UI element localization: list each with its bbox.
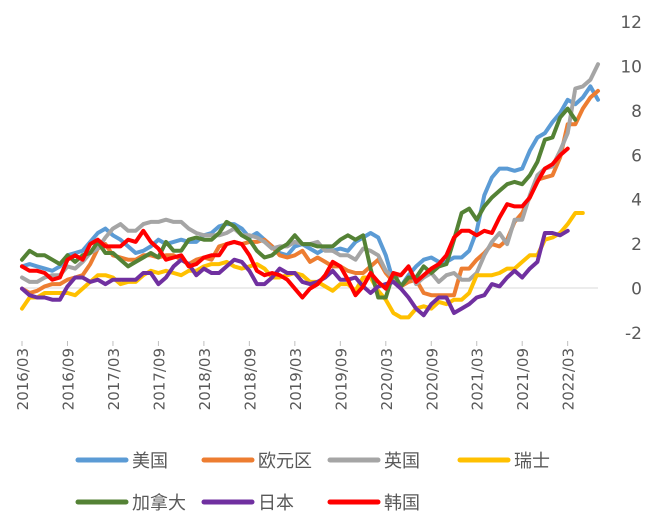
x-tick-label: 2018/03 xyxy=(196,348,214,410)
y-axis-labels: -2 0 2 4 6 8 10 12 xyxy=(620,13,642,344)
x-tick-label: 2019/03 xyxy=(287,348,305,410)
series-line-韩国 xyxy=(20,146,570,300)
x-tick-label: 2016/09 xyxy=(59,348,77,410)
legend-label: 加拿大 xyxy=(132,492,186,514)
x-tick-label: 2021/09 xyxy=(514,348,532,410)
legend-label: 瑞士 xyxy=(514,451,550,472)
legend-label: 英国 xyxy=(384,451,420,472)
legend-item-加拿大: 加拿大 xyxy=(75,492,186,514)
x-axis-ticks xyxy=(21,341,569,346)
x-tick-label: 2020/09 xyxy=(423,348,441,410)
plot-series xyxy=(20,62,600,320)
y-tick-label: 2 xyxy=(631,235,642,255)
x-tick-label: 2018/09 xyxy=(241,348,259,410)
series-line-美国 xyxy=(20,84,600,289)
legend-label: 欧元区 xyxy=(258,451,312,472)
x-tick-label: 2017/03 xyxy=(105,348,123,410)
legend-item-美国: 美国 xyxy=(75,451,168,472)
x-tick-label: 2017/09 xyxy=(150,348,168,410)
series-line-欧元区 xyxy=(20,88,600,298)
legend-item-韩国: 韩国 xyxy=(327,493,420,514)
y-tick-label: 6 xyxy=(631,146,642,166)
series-line-日本 xyxy=(20,228,570,318)
x-tick-label: 2020/03 xyxy=(378,348,396,410)
legend-label: 韩国 xyxy=(384,493,420,514)
legend-item-英国: 英国 xyxy=(327,451,420,472)
y-tick-label: 8 xyxy=(631,102,642,122)
y-tick-label: 10 xyxy=(620,57,642,77)
x-tick-label: 2022/03 xyxy=(560,348,578,410)
x-axis-labels: 2016/03 2016/09 2017/03 2017/09 2018/03 2018/… xyxy=(14,348,578,410)
legend-item-瑞士: 瑞士 xyxy=(457,451,550,472)
legend-label: 美国 xyxy=(132,451,168,472)
x-tick-label: 2019/09 xyxy=(332,348,350,410)
x-tick-label: 2021/03 xyxy=(469,348,487,410)
legend-item-日本: 日本 xyxy=(201,493,294,514)
series-line-加拿大 xyxy=(20,106,578,300)
y-tick-label: 12 xyxy=(620,13,642,33)
y-tick-label: 0 xyxy=(631,280,642,300)
legend-item-欧元区: 欧元区 xyxy=(201,451,312,472)
x-tick-label: 2016/03 xyxy=(14,348,32,410)
legend-label: 日本 xyxy=(258,493,294,514)
y-tick-label: 4 xyxy=(631,191,642,211)
y-tick-label: -2 xyxy=(625,324,642,344)
